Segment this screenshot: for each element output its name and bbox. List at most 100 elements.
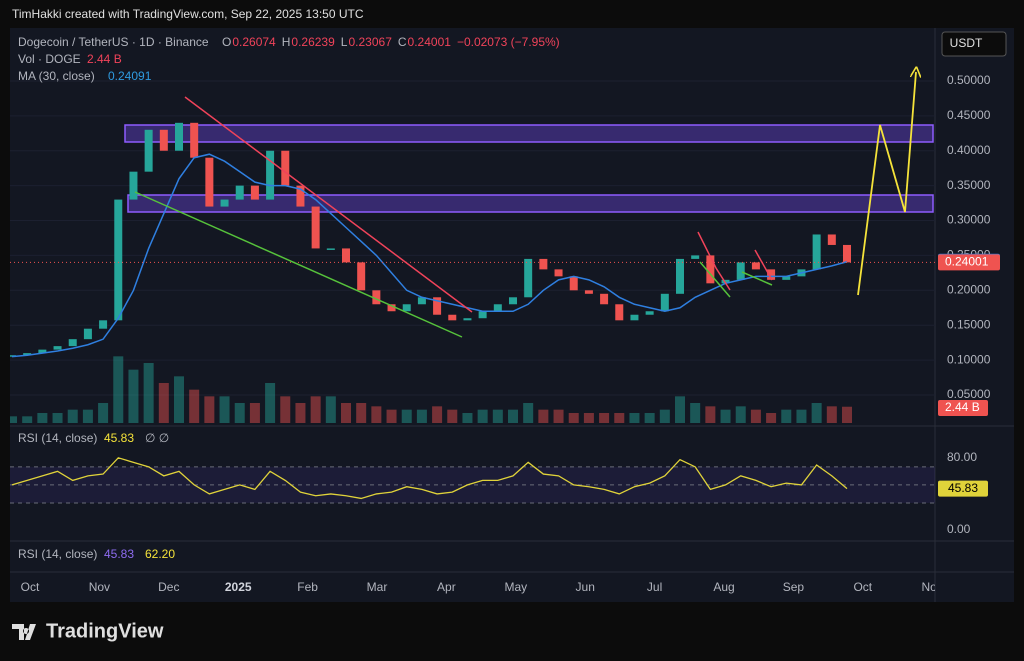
volume-tag-bg <box>938 400 988 416</box>
ma-value: 0.24091 <box>108 69 152 83</box>
x-tick-label: Dec <box>158 580 179 594</box>
x-tick-label: May <box>504 580 527 594</box>
y-tick-label: 0.50000 <box>947 73 991 87</box>
volume-bar <box>796 409 807 423</box>
candle <box>417 297 426 305</box>
rsi2-extra: 62.20 <box>145 547 175 561</box>
volume-bar <box>280 396 291 423</box>
candle <box>706 255 715 284</box>
rsi-tag-bg <box>938 480 988 497</box>
candle <box>691 255 700 259</box>
volume-bar <box>22 416 33 423</box>
candle <box>357 262 366 291</box>
volume-bar <box>462 413 473 423</box>
volume-bar <box>341 403 351 423</box>
volume-bar <box>52 413 63 423</box>
y-tick-label: 0.35000 <box>947 178 991 192</box>
candle <box>827 234 836 245</box>
ohlc-key: C <box>398 35 407 49</box>
volume-bar <box>826 406 837 423</box>
candle <box>478 311 487 319</box>
x-tick-label: Mar <box>367 580 388 594</box>
volume-bar <box>219 396 230 423</box>
candle <box>630 314 639 321</box>
candle <box>645 311 654 315</box>
volume-bar <box>189 389 200 423</box>
volume-bar <box>249 403 260 423</box>
candle <box>23 353 32 356</box>
candle <box>266 150 275 200</box>
annotations <box>124 124 934 213</box>
volume-bar <box>508 409 518 423</box>
candle <box>205 157 214 207</box>
volume-bar <box>750 409 761 423</box>
brand-logo <box>12 624 36 640</box>
last-price-tag: 0.24001 <box>945 255 989 269</box>
candle <box>175 122 183 151</box>
trend-line <box>134 191 463 338</box>
volume-bar <box>614 413 625 423</box>
volume-bar <box>37 413 48 423</box>
candle <box>250 185 259 200</box>
volume-bar <box>583 413 594 423</box>
candle <box>812 234 821 270</box>
volume-bar <box>386 409 397 423</box>
candle <box>235 185 244 200</box>
currency-button[interactable] <box>941 31 1007 57</box>
x-tick-label: Nov <box>89 580 110 594</box>
volume-tag: 2.44 B <box>945 400 980 414</box>
projection-arrow <box>857 72 916 296</box>
brand: TradingView <box>12 620 164 642</box>
x-tick-label: Oct <box>21 580 40 594</box>
volume-bar <box>10 416 17 423</box>
rsi-tick-label: 0.00 <box>947 522 971 536</box>
volume-bar <box>310 396 321 423</box>
currency[interactable]: USDT <box>950 36 983 50</box>
volume-bar <box>553 409 564 423</box>
volume-bar <box>842 406 852 423</box>
volume-bar <box>401 409 412 423</box>
candle <box>387 304 396 312</box>
x-tick-label: Jul <box>647 580 662 594</box>
volume-bar <box>477 409 488 423</box>
volume-bar <box>599 413 610 423</box>
rsi2-value: 45.83 <box>104 547 134 561</box>
candle <box>539 258 548 270</box>
vol-label: Vol · DOGE <box>18 52 81 66</box>
volume-bar <box>371 406 382 423</box>
legend: Dogecoin / TetherUS · 1D · Binance Vol ·… <box>18 35 560 561</box>
zone-box <box>124 124 934 143</box>
candle <box>554 269 563 277</box>
volume-bar <box>568 413 579 423</box>
volume-bar <box>67 409 78 423</box>
volume-bar <box>158 383 169 423</box>
symbol: Dogecoin / TetherUS · 1D · Binance <box>18 35 209 49</box>
volume-bar <box>447 409 458 423</box>
candle <box>767 269 776 280</box>
volume-bar <box>705 406 716 423</box>
candle <box>281 150 290 186</box>
volume-bar <box>720 409 731 423</box>
volume-bar <box>659 409 670 423</box>
x-tick-label: Sep <box>783 580 805 594</box>
volume-bar <box>735 406 746 423</box>
rsi-line <box>11 457 848 500</box>
volume-bar <box>204 396 215 423</box>
rsi-extra: ∅ ∅ <box>145 431 169 445</box>
volume-bar <box>523 403 534 423</box>
volume-bar <box>432 406 443 423</box>
candle <box>402 304 411 312</box>
volume-bar <box>538 409 549 423</box>
candle <box>326 248 335 250</box>
volume-bar <box>644 413 655 423</box>
attribution: TimHakki created with TradingView.com, S… <box>12 7 364 21</box>
drawings <box>134 72 916 338</box>
volume-bar <box>98 403 109 423</box>
volume-bar <box>113 356 124 423</box>
candle <box>843 244 851 263</box>
volume-bar <box>234 403 245 423</box>
ohlc-value: 0.24001 <box>408 35 452 49</box>
y-tick-label: 0.05000 <box>947 387 991 401</box>
candle <box>53 346 62 350</box>
